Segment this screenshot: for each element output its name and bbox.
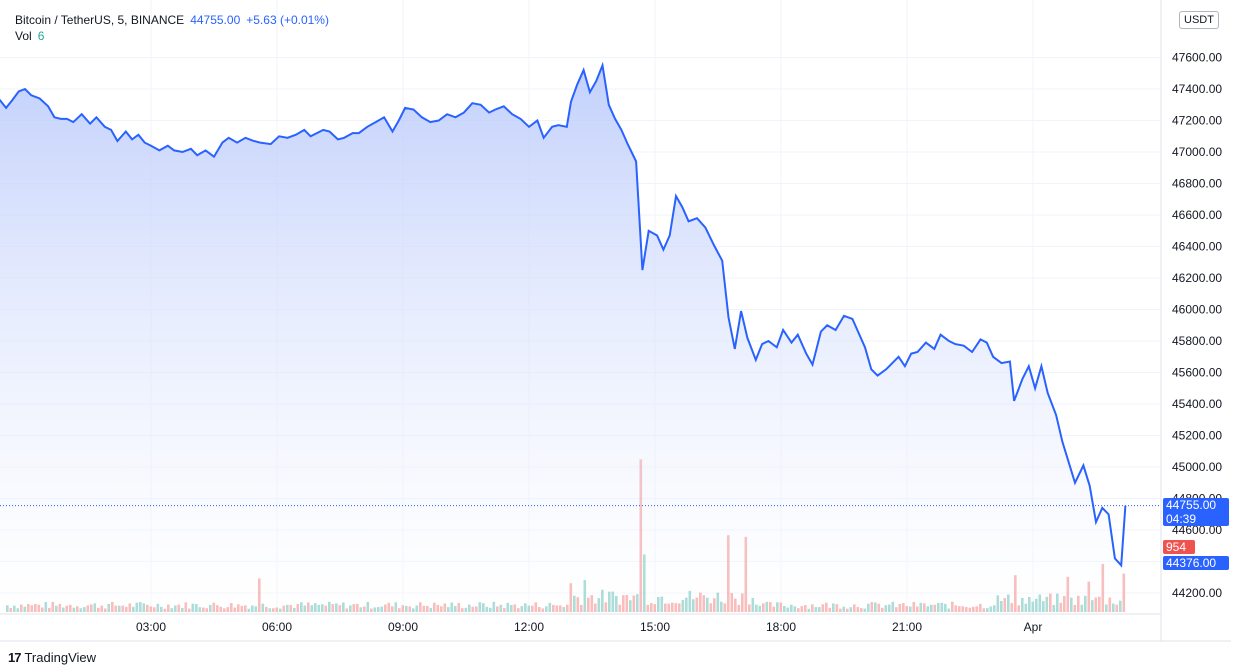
price-tick-label: 46200.00 <box>1172 271 1222 285</box>
currency-selector[interactable]: USDT <box>1179 11 1219 29</box>
price-line <box>0 61 1127 568</box>
price-tick-label: 45600.00 <box>1172 366 1222 380</box>
tradingview-logo-icon: 17 <box>8 650 22 665</box>
price-tick-label: 45000.00 <box>1172 460 1222 474</box>
price-tick-label: 46800.00 <box>1172 177 1222 191</box>
last-price-badge: 44755.00 04:39 <box>1163 498 1229 526</box>
last-price: 44755.00 <box>190 13 241 27</box>
symbol-title[interactable]: Bitcoin / TetherUS, 5, BINANCE <box>15 13 185 27</box>
price-tick-label: 45400.00 <box>1172 397 1222 411</box>
time-tick-label: 21:00 <box>892 620 922 634</box>
time-tick-label: 15:00 <box>640 620 670 634</box>
price-tick-label: 45200.00 <box>1172 429 1222 443</box>
volume-badge: 954 <box>1163 540 1195 554</box>
price-tick-label: 47200.00 <box>1172 114 1222 128</box>
last-price-badge-value: 44755.00 <box>1166 498 1217 512</box>
tradingview-logo[interactable]: 17 TradingView <box>8 650 96 665</box>
countdown-timer: 04:39 <box>1166 512 1197 526</box>
price-tick-label: 47400.00 <box>1172 82 1222 96</box>
volume-legend-label[interactable]: Vol <box>15 29 32 43</box>
brand-name: TradingView <box>24 650 97 665</box>
time-tick-label: Apr <box>1024 620 1043 634</box>
price-tick-label: 44600.00 <box>1172 523 1222 537</box>
price-tick-label: 44200.00 <box>1172 586 1222 600</box>
price-tick-label: 47000.00 <box>1172 145 1222 159</box>
price-tick-label: 46600.00 <box>1172 208 1222 222</box>
time-tick-label: 12:00 <box>514 620 544 634</box>
time-tick-label: 06:00 <box>262 620 292 634</box>
price-tick-label: 46400.00 <box>1172 240 1222 254</box>
time-tick-label: 09:00 <box>388 620 418 634</box>
price-change: +5.63 (+0.01%) <box>246 13 329 27</box>
low-price-badge: 44376.00 <box>1163 556 1229 570</box>
price-area-fill <box>0 65 1126 614</box>
price-tick-label: 46000.00 <box>1172 303 1222 317</box>
price-tick-label: 45800.00 <box>1172 334 1222 348</box>
price-tick-label: 47600.00 <box>1172 51 1222 65</box>
time-tick-label: 18:00 <box>766 620 796 634</box>
time-tick-label: 03:00 <box>136 620 166 634</box>
chart-legend: Bitcoin / TetherUS, 5, BINANCE 44755.00 … <box>15 12 329 44</box>
volume-legend-value: 6 <box>37 29 45 43</box>
